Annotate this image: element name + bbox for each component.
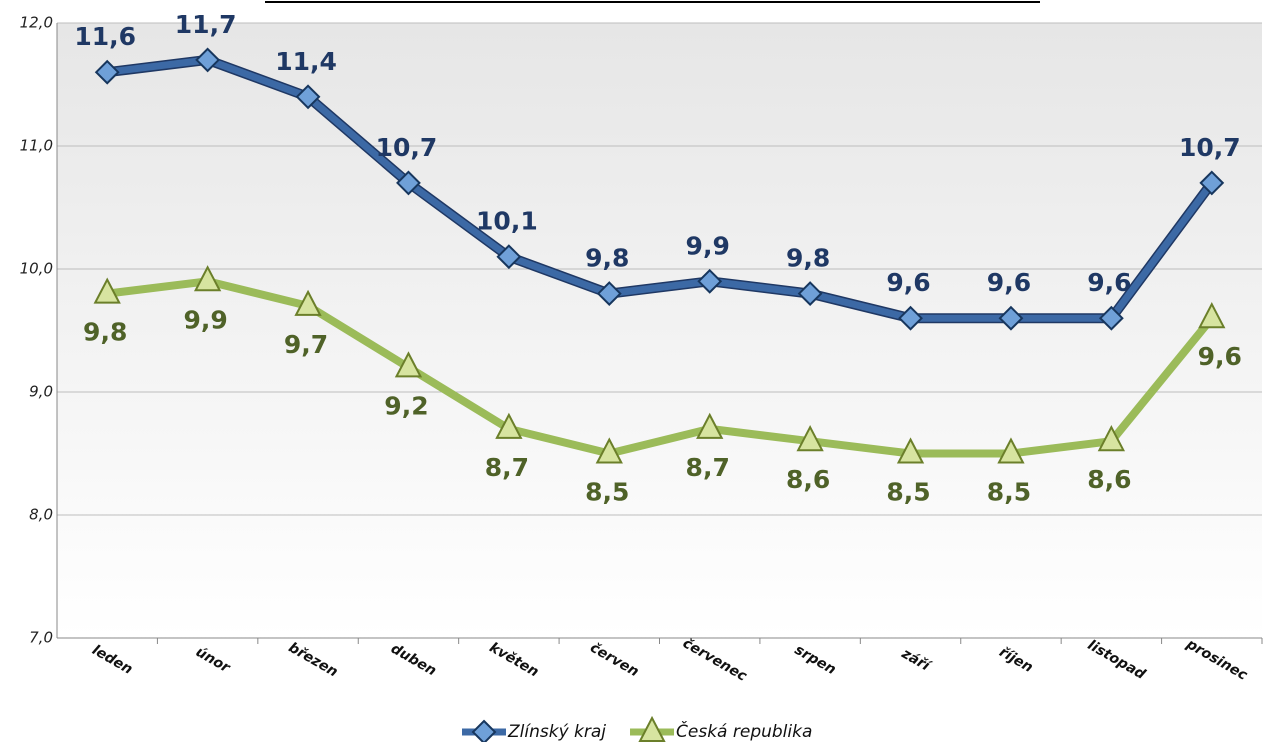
legend-marker (638, 715, 666, 742)
value-label: 8,5 (987, 478, 1031, 507)
marker (495, 412, 523, 439)
marker (1199, 170, 1225, 196)
y-tick-label: 8,0 (29, 506, 53, 524)
marker (898, 305, 923, 331)
marker (195, 47, 221, 73)
x-tick-label: únor (193, 644, 234, 677)
value-label: 9,6 (1087, 268, 1131, 297)
y-tick-label: 10,0 (20, 260, 53, 278)
marker (697, 268, 723, 294)
legend-marker (471, 719, 497, 742)
marker (496, 244, 522, 270)
marker (394, 351, 423, 378)
y-tick-label: 11,0 (20, 137, 53, 155)
value-label: 11,7 (175, 10, 237, 39)
series-line (106, 277, 1215, 458)
marker (896, 437, 925, 464)
x-tick-label: leden (89, 642, 135, 678)
marker (1198, 302, 1226, 329)
value-label: 10,7 (1179, 133, 1241, 162)
value-label: 8,6 (786, 465, 830, 494)
marker (997, 437, 1025, 464)
value-label: 10,7 (376, 133, 438, 162)
marker (797, 281, 823, 307)
series-line (106, 56, 1215, 322)
value-label: 11,6 (74, 22, 136, 51)
value-label: 9,9 (686, 231, 730, 260)
value-label: 9,6 (1198, 342, 1242, 371)
y-tick-label: 9,0 (29, 383, 53, 401)
x-tick-label: červen (587, 640, 641, 681)
marker (1098, 305, 1124, 331)
marker (94, 59, 120, 85)
x-tick-label: listopad (1085, 637, 1149, 683)
value-label: 9,8 (786, 244, 830, 273)
marker (696, 412, 724, 439)
value-label: 8,6 (1087, 465, 1131, 494)
value-label: 8,7 (686, 453, 730, 482)
marker (294, 289, 322, 316)
value-label: 8,5 (886, 478, 930, 507)
marker (1097, 425, 1126, 452)
x-tick-label: červenec (680, 635, 750, 685)
x-tick-label: září (898, 645, 934, 675)
value-label: 10,1 (476, 207, 538, 236)
value-label: 8,5 (585, 478, 629, 507)
value-label: 9,7 (284, 330, 328, 359)
legend-label: Zlínský kraj (507, 722, 606, 742)
marker (796, 425, 824, 452)
x-tick-label: květen (486, 640, 541, 681)
value-label: 8,7 (485, 453, 529, 482)
marker (193, 265, 222, 292)
marker (93, 277, 121, 304)
value-label: 9,2 (384, 391, 428, 420)
x-tick-label: březen (286, 640, 341, 681)
value-label: 11,4 (275, 47, 337, 76)
value-label: 9,8 (83, 318, 127, 347)
marker (295, 84, 321, 110)
value-label: 9,9 (183, 305, 227, 334)
value-label: 9,6 (987, 268, 1031, 297)
x-tick-label: srpen (792, 642, 839, 678)
x-tick-label: duben (388, 641, 439, 680)
x-tick-label: říjen (996, 644, 1035, 676)
marker (596, 281, 622, 307)
marker (998, 305, 1024, 331)
marker (396, 170, 421, 196)
marker (595, 437, 623, 464)
x-tick-label: prosinec (1183, 636, 1251, 684)
value-label: 9,8 (585, 244, 629, 273)
legend-label: Česká republika (676, 720, 812, 742)
plot-area (57, 23, 1262, 638)
value-label: 9,6 (886, 268, 930, 297)
y-tick-label: 7,0 (29, 629, 53, 647)
y-tick-label: 12,0 (20, 14, 53, 32)
